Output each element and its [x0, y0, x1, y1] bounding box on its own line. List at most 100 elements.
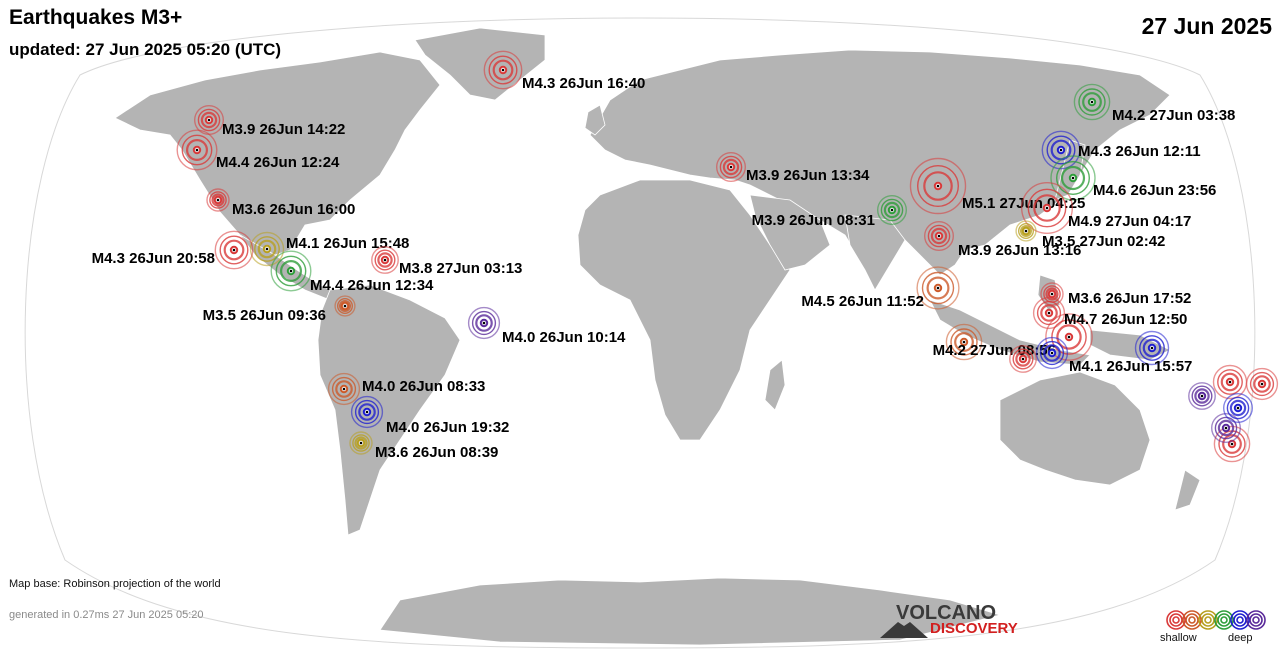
- earthquake-marker[interactable]: [350, 395, 384, 429]
- quake-ring: [335, 380, 353, 398]
- quake-ring: [209, 191, 227, 209]
- quake-label: M4.0 26Jun 10:14: [502, 329, 626, 346]
- quake-ring: [1226, 396, 1250, 420]
- quake-label: M3.5 26Jun 09:36: [203, 307, 326, 324]
- land-masses: [114, 27, 1201, 646]
- earthquake-marker[interactable]: [1032, 296, 1066, 330]
- quake-ring: [1222, 393, 1253, 424]
- quake-ring: [1222, 434, 1242, 454]
- quake-ring: [211, 193, 225, 207]
- earthquake-marker[interactable]: [945, 323, 983, 361]
- earthquake-marker[interactable]: [214, 230, 254, 270]
- earthquake-marker[interactable]: [1050, 155, 1096, 201]
- earthquake-marker[interactable]: [1188, 382, 1216, 410]
- quake-ring: [1027, 188, 1067, 228]
- quake-label: M3.9 26Jun 14:22: [222, 121, 345, 138]
- earthquake-marker[interactable]: [371, 246, 399, 274]
- quake-ring: [354, 436, 368, 450]
- quake-ring: [200, 111, 218, 129]
- earthquake-marker[interactable]: [249, 231, 285, 267]
- earthquake-marker[interactable]: [924, 220, 955, 251]
- quake-ring: [1012, 348, 1034, 370]
- earthquake-marker[interactable]: [1210, 413, 1241, 444]
- legend-depth-ring: [1246, 610, 1266, 630]
- earthquake-marker[interactable]: [349, 431, 373, 455]
- landmass-indonesia: [929, 299, 1091, 366]
- earthquake-marker[interactable]: [1212, 364, 1248, 400]
- quake-core: [729, 165, 733, 169]
- earthquake-marker[interactable]: [334, 295, 356, 317]
- quake-ring: [337, 298, 354, 315]
- quake-ring: [917, 164, 960, 207]
- earthquake-marker[interactable]: [1134, 330, 1170, 366]
- landmass-eurasia: [589, 49, 1171, 281]
- earthquake-marker[interactable]: [909, 157, 967, 215]
- quake-ring: [219, 235, 249, 265]
- page-title: Earthquakes M3+: [9, 6, 183, 29]
- earthquake-marker[interactable]: [270, 250, 312, 292]
- quake-ring: [1139, 335, 1165, 361]
- volcano-discovery-logo[interactable]: VOLCANO DISCOVERY: [880, 602, 1040, 644]
- legend-depth-ring: [1230, 610, 1250, 630]
- earthquake-marker[interactable]: [1021, 181, 1074, 234]
- earthquake-marker[interactable]: [1035, 336, 1069, 370]
- quake-ring: [1055, 160, 1090, 195]
- quake-core: [1228, 380, 1232, 384]
- quake-label: M4.4 26Jun 12:34: [310, 277, 434, 294]
- earthquake-marker[interactable]: [327, 372, 361, 406]
- earthquake-marker[interactable]: [1073, 83, 1111, 121]
- quake-core: [1047, 311, 1051, 315]
- quake-core: [1067, 335, 1071, 339]
- earthquake-marker[interactable]: [1045, 313, 1093, 361]
- quake-ring: [374, 249, 396, 271]
- quake-label: M3.6 26Jun 16:00: [232, 201, 355, 218]
- quake-ring: [371, 246, 399, 274]
- legend-depth-ring: [1214, 610, 1234, 630]
- earthquake-marker[interactable]: [916, 266, 960, 310]
- legend-depth-ring: [1201, 613, 1215, 627]
- quake-ring: [1217, 419, 1235, 437]
- updated-timestamp: updated: 27 Jun 2025 05:20 (UTC): [9, 40, 282, 59]
- quake-ring: [1253, 375, 1271, 393]
- quake-core: [936, 184, 940, 188]
- quake-label: M4.2 27Jun 03:38: [1112, 107, 1235, 124]
- quake-ring: [954, 332, 974, 352]
- quake-label: M4.4 26Jun 12:24: [216, 154, 340, 171]
- quake-ring: [1009, 345, 1037, 373]
- quake-ring: [349, 431, 373, 455]
- quake-ring: [716, 151, 747, 182]
- legend-depth-ring: [1249, 613, 1263, 627]
- earthquake-marker[interactable]: [176, 129, 218, 171]
- quake-ring: [1021, 181, 1074, 234]
- earthquake-marker[interactable]: [206, 188, 230, 212]
- quake-ring: [249, 231, 285, 267]
- earthquake-marker[interactable]: [1222, 393, 1253, 424]
- earthquake-marker[interactable]: [877, 194, 908, 225]
- quake-ring: [475, 314, 493, 332]
- map-base-note: Map base: Robinson projection of the wor…: [9, 578, 221, 590]
- quake-ring: [1045, 287, 1059, 301]
- earthquake-marker[interactable]: [716, 151, 747, 182]
- earthquake-marker[interactable]: [1245, 367, 1279, 401]
- quake-ring: [1249, 371, 1275, 397]
- quake-label: M4.3 26Jun 16:40: [522, 75, 645, 92]
- quake-ring: [467, 306, 501, 340]
- quake-ring: [1050, 155, 1096, 201]
- quake-ring: [483, 50, 523, 90]
- quake-label: M4.0 26Jun 19:32: [386, 419, 509, 436]
- earthquake-marker[interactable]: [483, 50, 523, 90]
- earthquake-marker[interactable]: [1009, 345, 1037, 373]
- earthquake-marker[interactable]: [467, 306, 501, 340]
- quake-ring: [877, 194, 908, 225]
- earthquake-marker[interactable]: [1015, 220, 1037, 242]
- quake-label: M4.3 26Jun 12:11: [1078, 143, 1201, 160]
- landmass-south-america: [317, 284, 461, 536]
- quake-ring: [1188, 382, 1216, 410]
- generated-note: generated in 0.27ms 27 Jun 2025 05:20: [9, 609, 204, 621]
- landmass-africa: [577, 179, 791, 441]
- quake-ring: [1191, 385, 1213, 407]
- quake-ring: [331, 376, 357, 402]
- quake-ring: [197, 108, 221, 132]
- landmass-australia: [999, 371, 1151, 486]
